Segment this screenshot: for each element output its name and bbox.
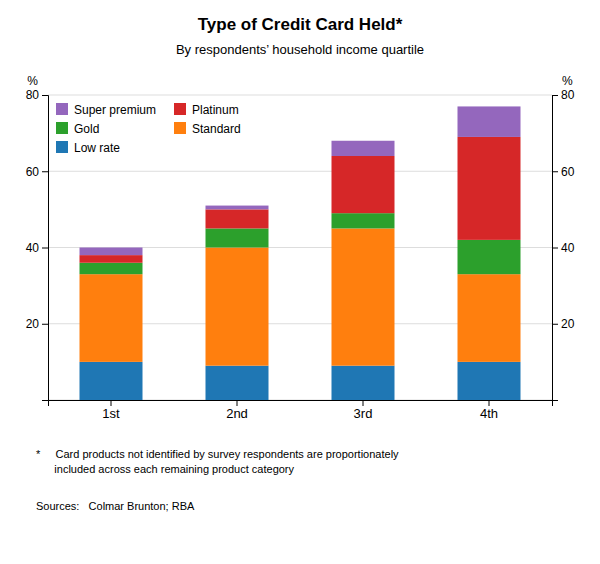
title: Type of Credit Card Held* [198, 15, 403, 34]
tick: 3rd [354, 400, 373, 421]
legend-item: Platinum [174, 103, 239, 117]
bar [206, 209, 269, 228]
tick: 40 [552, 241, 575, 255]
legend-item: Low rate [56, 141, 120, 155]
legend-item: Standard [174, 122, 241, 136]
legend-swatch [174, 122, 186, 134]
bar [80, 362, 143, 400]
bar [80, 255, 143, 263]
legend-item: Super premium [56, 103, 156, 117]
bar-series [80, 213, 521, 274]
tick-mark [363, 400, 364, 406]
tick-mark [552, 324, 558, 325]
bar [80, 263, 143, 274]
tick-label: 60 [26, 165, 40, 179]
tick: 1st [102, 400, 120, 421]
axis-line [49, 401, 553, 407]
bar [206, 366, 269, 400]
tick-label: 2nd [226, 406, 248, 421]
tick: 20 [552, 317, 575, 331]
grid-line [48, 95, 552, 96]
legend: Super premium Platinum Gold Standard Low rat… [50, 97, 290, 162]
legend-swatch [56, 122, 68, 134]
legend-swatch [56, 141, 68, 153]
bar [458, 137, 521, 240]
bar [332, 156, 395, 213]
legend-swatch [174, 103, 186, 115]
legend-label: Super premium [74, 103, 156, 117]
bar-series [80, 228, 521, 365]
axis-line [42, 96, 49, 401]
bar [80, 274, 143, 362]
tick-label: 4th [480, 406, 498, 421]
bar [206, 206, 269, 210]
tick-mark [552, 248, 558, 249]
tick: 60 [552, 165, 575, 179]
legend-swatch [56, 103, 68, 115]
legend-label: Standard [192, 122, 241, 136]
y-axis-label: % [27, 74, 38, 88]
tick-label: 3rd [354, 406, 373, 421]
footnote: * Card products not identified by survey… [36, 448, 399, 475]
tick: 40 [26, 241, 48, 255]
bar [458, 362, 521, 400]
legend-item: Gold [56, 122, 99, 136]
y2-axis: 20 40 60 80 [552, 88, 575, 400]
tick-label: 20 [561, 317, 575, 331]
x-axis: 1st 2nd 3rd 4th [49, 400, 553, 421]
tick-label: 40 [26, 241, 40, 255]
sources: Sources: Colmar Brunton; RBA [36, 500, 195, 512]
plot: 20 40 60 80 20 40 60 80 1st 2nd 3rd 4th%% Super prem… [26, 74, 575, 421]
legend-background [50, 97, 290, 162]
grid [48, 95, 552, 400]
bar [458, 240, 521, 274]
tick-mark [237, 400, 238, 406]
y-axis: 20 40 60 80 [26, 88, 49, 400]
bar [206, 228, 269, 247]
bar [332, 141, 395, 156]
tick-mark [489, 400, 490, 406]
legend-label: Platinum [192, 103, 239, 117]
tick-mark [552, 171, 558, 172]
tick: 80 [552, 88, 575, 102]
legend-label: Low rate [74, 141, 120, 155]
bar [80, 248, 143, 256]
bar [332, 366, 395, 400]
tick-label: 80 [561, 88, 575, 102]
tick [42, 400, 48, 401]
bar [458, 106, 521, 137]
y2-axis-label: % [562, 74, 573, 88]
tick: 80 [26, 88, 48, 102]
tick-mark [42, 400, 48, 401]
tick: 20 [26, 317, 48, 331]
bar [332, 228, 395, 365]
bar-series [80, 362, 521, 400]
tick: 2nd [226, 400, 248, 421]
tick-label: 40 [561, 241, 575, 255]
tick-label: 60 [561, 165, 575, 179]
tick-mark [111, 400, 112, 406]
tick-label: 80 [26, 88, 40, 102]
bar [332, 213, 395, 228]
chart: Type of Credit Card Held* By respondents’… [0, 0, 600, 564]
tick-label: 1st [102, 406, 120, 421]
subtitle: By respondents’ household income quartil… [176, 42, 424, 57]
tick-mark [42, 248, 48, 249]
bar [458, 274, 521, 362]
tick-mark [42, 324, 48, 325]
axis-line [553, 96, 559, 401]
tick-label: 20 [26, 317, 40, 331]
tick: 4th [480, 400, 498, 421]
tick-mark [552, 95, 558, 96]
tick: 60 [26, 165, 48, 179]
tick-mark [42, 95, 48, 96]
tick-mark [42, 171, 48, 172]
legend-label: Gold [74, 122, 99, 136]
bar [206, 248, 269, 366]
